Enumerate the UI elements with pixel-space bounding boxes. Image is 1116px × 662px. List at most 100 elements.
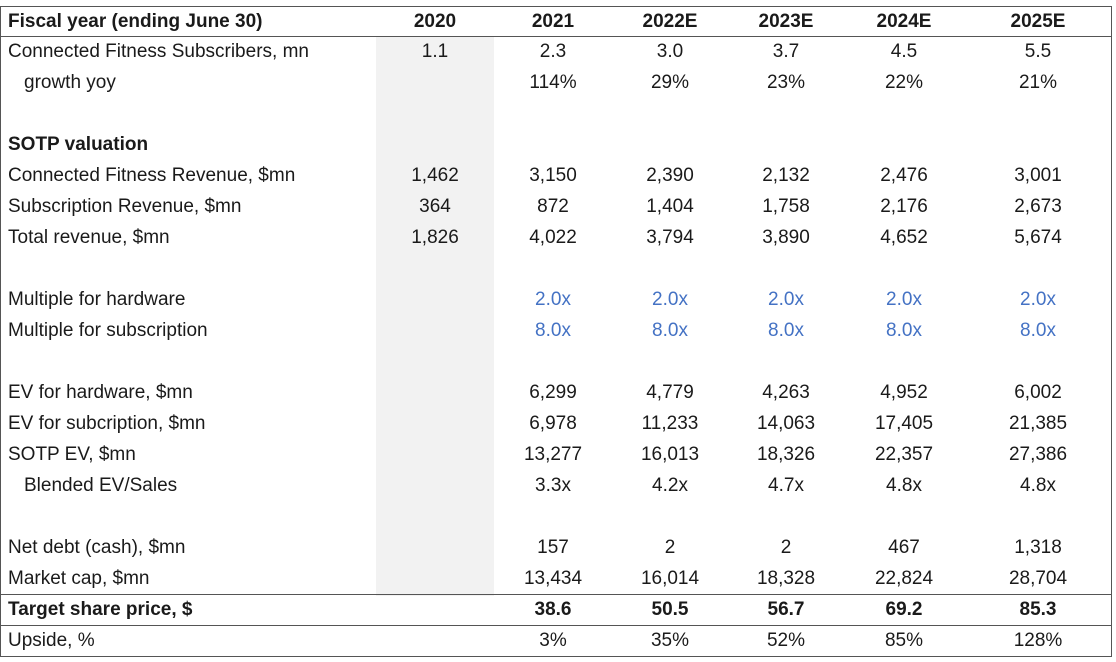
cell[interactable] (376, 68, 494, 99)
cell[interactable]: 3.0 (656, 41, 684, 63)
cell[interactable] (376, 471, 494, 502)
cell[interactable]: 467 (888, 537, 920, 558)
cell[interactable]: 3,001 (1014, 165, 1062, 186)
cell[interactable]: 21% (1018, 72, 1058, 93)
cell[interactable]: 4.5 (890, 41, 918, 63)
cell[interactable]: 21,385 (1008, 413, 1068, 434)
cell[interactable]: 3,150 (529, 165, 577, 186)
section-title[interactable]: SOTP valuation (8, 134, 149, 155)
cell[interactable]: 4.8x (1020, 475, 1056, 496)
header-year[interactable]: 2021 (494, 6, 612, 37)
cell[interactable]: 2,390 (646, 165, 694, 186)
cell[interactable]: 38.6 (494, 594, 612, 626)
row-label[interactable]: Connected Fitness Revenue, $mn (8, 165, 296, 186)
row-label[interactable]: Net debt (cash), $mn (8, 537, 186, 558)
cell[interactable] (376, 533, 494, 564)
cell[interactable]: 5.5 (1024, 41, 1052, 63)
cell[interactable] (376, 594, 494, 626)
cell[interactable]: 16,013 (640, 444, 700, 465)
cell[interactable]: 6,978 (529, 413, 577, 434)
row-label[interactable]: Multiple for hardware (8, 289, 186, 310)
cell[interactable]: 22,357 (874, 444, 934, 465)
cell[interactable]: 2.0x (652, 289, 688, 310)
cell[interactable]: 3,794 (646, 227, 694, 248)
cell[interactable]: 4,779 (646, 382, 694, 403)
cell[interactable]: 69.2 (844, 594, 964, 626)
cell[interactable] (376, 285, 494, 316)
cell[interactable]: 4,263 (762, 382, 810, 403)
cell[interactable]: 14,063 (756, 413, 816, 434)
cell[interactable]: 13,434 (523, 567, 583, 589)
cell[interactable]: 29% (650, 72, 690, 93)
row-label[interactable]: growth yoy (24, 72, 116, 93)
header-year[interactable]: 2022E (612, 6, 728, 37)
row-label[interactable]: EV for subcription, $mn (8, 413, 206, 434)
row-label[interactable]: Target share price, $ (0, 594, 376, 626)
cell[interactable]: 13,277 (523, 444, 583, 465)
cell[interactable] (376, 316, 494, 347)
cell[interactable]: 35% (612, 625, 728, 657)
cell[interactable]: 2,673 (1014, 196, 1062, 217)
cell[interactable]: 85.3 (964, 594, 1112, 626)
cell[interactable]: 6,002 (1014, 382, 1062, 403)
cell[interactable]: 5,674 (1014, 227, 1062, 248)
row-label[interactable]: Subscription Revenue, $mn (8, 196, 242, 217)
cell[interactable]: 2.0x (1020, 289, 1056, 310)
cell[interactable]: 8.0x (535, 320, 571, 341)
header-year[interactable]: 2023E (728, 6, 844, 37)
cell[interactable]: 18,326 (756, 444, 816, 465)
cell[interactable]: 4,652 (880, 227, 928, 248)
row-label[interactable]: SOTP EV, $mn (8, 444, 136, 465)
cell[interactable]: 1,462 (411, 165, 459, 186)
cell[interactable]: 114% (529, 72, 577, 93)
cell[interactable]: 28,704 (1008, 567, 1068, 589)
cell[interactable]: 8.0x (1020, 320, 1056, 341)
cell[interactable]: 2 (664, 537, 676, 558)
cell[interactable]: 157 (537, 537, 569, 558)
header-year[interactable]: 2020 (376, 6, 494, 37)
cell[interactable]: 56.7 (728, 594, 844, 626)
cell[interactable]: 3.7 (772, 41, 800, 63)
cell[interactable]: 3,890 (762, 227, 810, 248)
cell[interactable]: 2.0x (886, 289, 922, 310)
cell[interactable]: 18,328 (756, 567, 816, 589)
row-label[interactable]: Multiple for subscription (8, 320, 208, 341)
cell[interactable]: 2,132 (762, 165, 810, 186)
cell[interactable] (376, 440, 494, 471)
cell[interactable]: 50.5 (612, 594, 728, 626)
cell[interactable] (376, 625, 494, 657)
cell[interactable]: 17,405 (874, 413, 934, 434)
cell[interactable]: 52% (728, 625, 844, 657)
cell[interactable]: 1,318 (1014, 537, 1062, 558)
cell[interactable] (376, 564, 494, 595)
row-label[interactable]: Total revenue, $mn (8, 227, 170, 248)
cell[interactable]: 2.3 (539, 41, 567, 63)
cell[interactable]: 4,952 (880, 382, 928, 403)
row-label[interactable]: Connected Fitness Subscribers, mn (8, 41, 309, 63)
row-label[interactable]: Upside, % (0, 625, 376, 657)
header-year[interactable]: 2024E (844, 6, 964, 37)
cell[interactable]: 8.0x (886, 320, 922, 341)
cell[interactable]: 1,758 (762, 196, 810, 217)
cell[interactable]: 3.3x (535, 475, 571, 496)
cell[interactable]: 8.0x (652, 320, 688, 341)
cell[interactable]: 128% (964, 625, 1112, 657)
row-label[interactable]: Blended EV/Sales (24, 475, 178, 496)
cell[interactable]: 4,022 (529, 227, 577, 248)
cell[interactable]: 22% (884, 72, 924, 93)
cell[interactable]: 4.8x (886, 475, 922, 496)
cell[interactable]: 2,476 (880, 165, 928, 186)
cell[interactable]: 11,233 (641, 413, 699, 434)
cell[interactable]: 3% (494, 625, 612, 657)
cell[interactable]: 1,404 (646, 196, 694, 217)
cell[interactable]: 23% (766, 72, 806, 93)
cell[interactable]: 364 (419, 196, 451, 217)
cell[interactable]: 2.0x (768, 289, 804, 310)
cell[interactable]: 27,386 (1008, 444, 1068, 465)
cell[interactable]: 8.0x (768, 320, 804, 341)
header-label[interactable]: Fiscal year (ending June 30) (0, 6, 376, 37)
cell[interactable] (376, 378, 494, 409)
cell[interactable]: 4.2x (652, 475, 688, 496)
cell[interactable]: 2.0x (535, 289, 571, 310)
cell[interactable]: 16,014 (640, 567, 700, 589)
